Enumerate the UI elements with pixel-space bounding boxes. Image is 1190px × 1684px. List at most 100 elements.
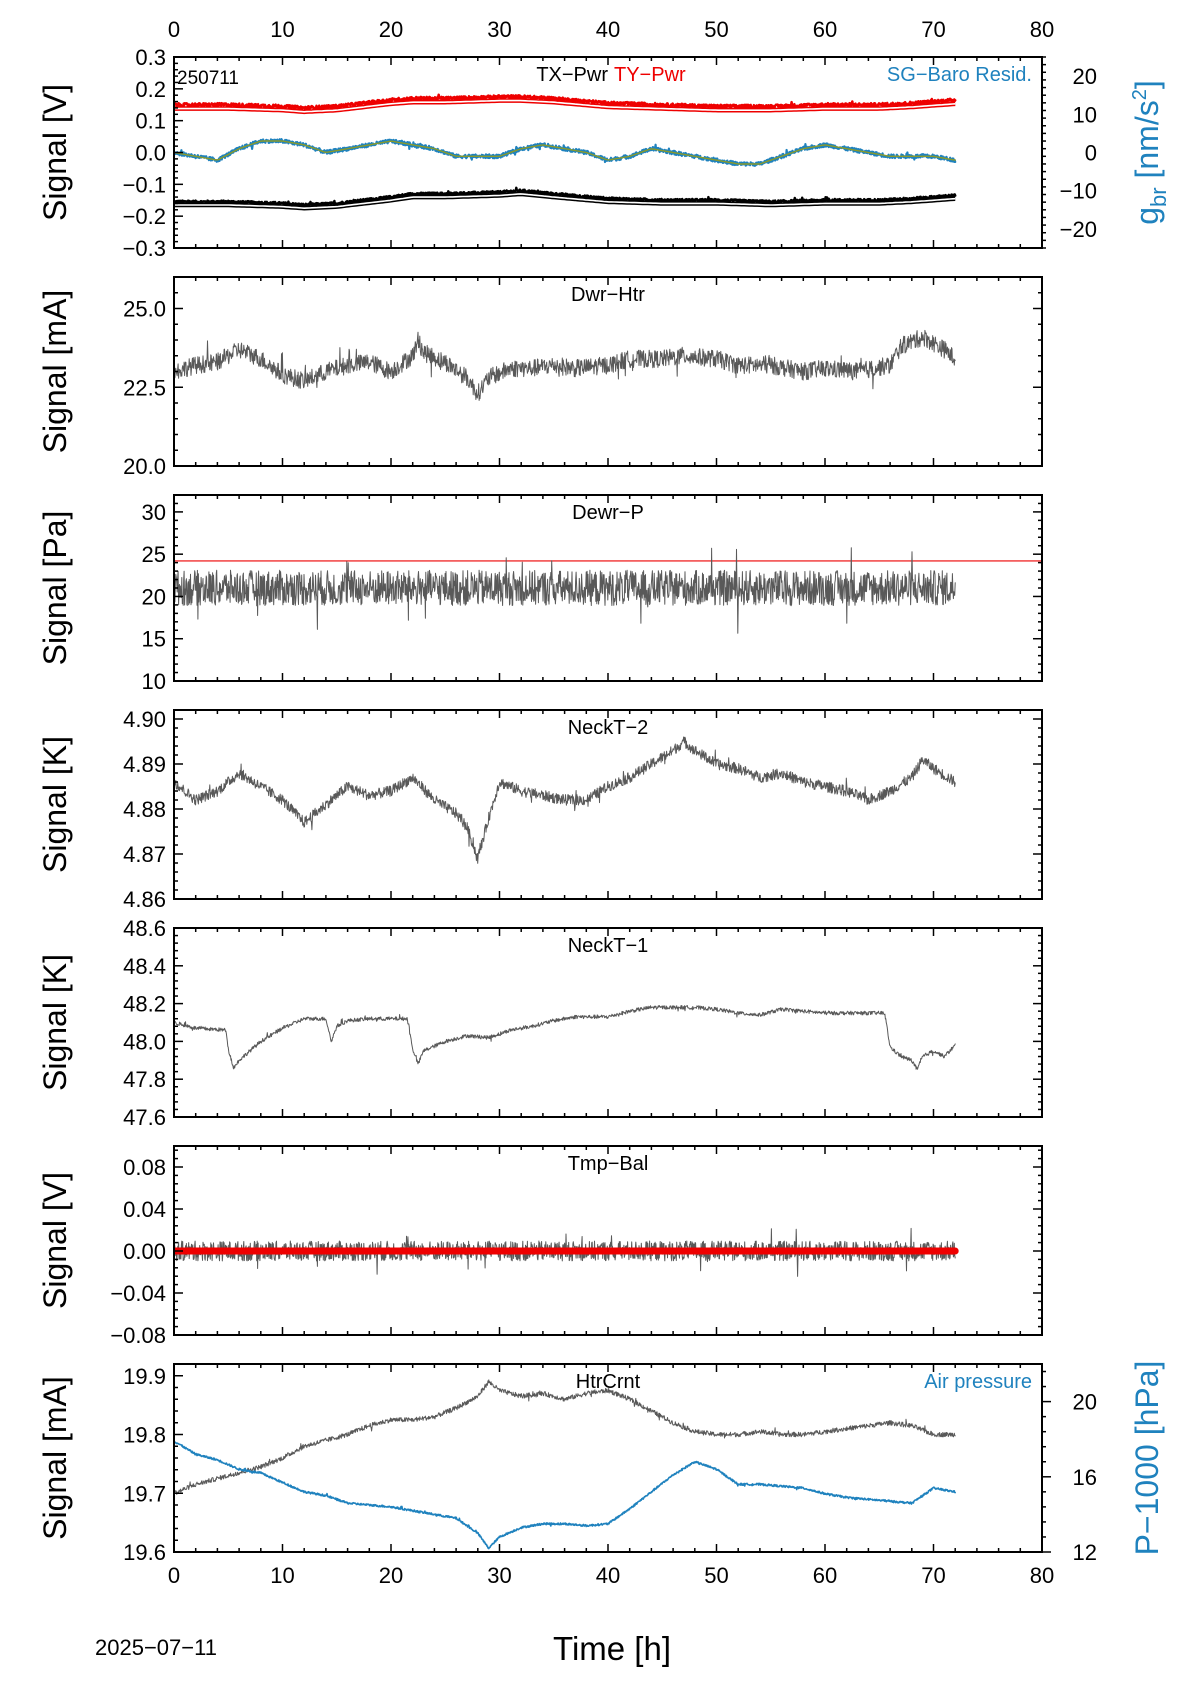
y-tick-label: 48.6 (123, 916, 166, 941)
figure-id-label: 250711 (177, 68, 239, 89)
y-tick-label: 0.2 (135, 77, 166, 102)
top-x-tick-label: 40 (596, 17, 620, 42)
y-tick-label: 0.1 (135, 109, 166, 134)
top-x-tick-label: 70 (921, 17, 945, 42)
y-axis-label: Signal [mA] (37, 1376, 73, 1540)
bottom-x-tick-label: 10 (270, 1563, 294, 1588)
panel-title: TX−Pwr (536, 64, 608, 86)
top-x-tick-label: 0 (168, 17, 180, 42)
top-x-tick-label: 80 (1030, 17, 1054, 42)
bottom-x-tick-label: 0 (168, 1563, 180, 1588)
series-line-sg_model (174, 140, 956, 165)
y-tick-label: 0.04 (123, 1197, 166, 1222)
y-tick-label: 47.8 (123, 1067, 166, 1092)
right-y-tick-label: 10 (1073, 102, 1097, 127)
plot-area (174, 547, 1042, 634)
y-axis-label: Signal [Pa] (37, 511, 73, 666)
y-axis-label: Signal [K] (37, 736, 73, 873)
top-x-tick-label: 30 (487, 17, 511, 42)
plot-area (174, 736, 956, 864)
y-tick-label: 48.2 (123, 992, 166, 1017)
panel-2: 20.0 22.5 25.0 Signal [mA] Dwr−Htr (37, 276, 1043, 479)
y-axis-label: Signal [V] (37, 84, 73, 221)
y-tick-label: 4.90 (123, 707, 166, 732)
series-line-main (174, 1005, 956, 1070)
right-legend-label: Air pressure (924, 1371, 1032, 1393)
y-axis-label: Signal [mA] (37, 290, 73, 454)
top-x-axis: 0 10 20 30 40 50 60 70 80 (168, 17, 1054, 42)
y-tick-label: −0.1 (123, 172, 166, 197)
plot-area (174, 329, 956, 401)
panel-7: 19.6 19.7 19.8 19.9 Signal [mA] HtrCrnt Air pr… (37, 1361, 1165, 1565)
top-x-tick-label: 20 (379, 17, 403, 42)
y-tick-label: 25.0 (123, 297, 166, 322)
right-y-tick-label: −20 (1060, 217, 1097, 242)
series-line-tx (174, 186, 957, 208)
panel-4: 4.86 4.87 4.88 4.89 4.90 Signal [K] NeckT−2 (37, 707, 1043, 912)
y-tick-label: 0.3 (135, 45, 166, 70)
top-x-tick-label: 60 (813, 17, 837, 42)
y-tick-label: 0.0 (135, 141, 166, 166)
right-y-axis-label: gbr [nm/s2] (1129, 80, 1171, 225)
y-tick-label: 19.7 (123, 1481, 166, 1506)
y-tick-label: 19.9 (123, 1364, 166, 1389)
panel-title: Dwr−Htr (571, 284, 645, 306)
series-line-ty_model (174, 99, 956, 113)
y-tick-label: 0.08 (123, 1155, 166, 1180)
panels-container: −0.3 −0.2 −0.1 0.0 0.1 0.2 0.3 Signal [V] TX−Pwr… (37, 45, 1171, 1565)
bottom-x-tick-label: 70 (921, 1563, 945, 1588)
y-tick-label: 19.8 (123, 1423, 166, 1448)
series-line-ty (174, 93, 957, 111)
y-tick-label: 0.00 (123, 1239, 166, 1264)
y-tick-label: 4.88 (123, 797, 166, 822)
panel-3: 10 15 20 25 30 Signal [Pa] Dewr−P (37, 494, 1043, 694)
top-x-tick-label: 50 (704, 17, 728, 42)
panel-title-secondary: TY−Pwr (614, 64, 686, 86)
right-y-tick-label: 0 (1085, 141, 1097, 166)
panel-title: HtrCrnt (576, 1371, 641, 1393)
panel-title: NeckT−2 (568, 717, 649, 739)
bottom-x-tick-label: 30 (487, 1563, 511, 1588)
y-tick-label: −0.3 (123, 236, 166, 261)
bottom-x-tick-label: 80 (1030, 1563, 1054, 1588)
y-tick-label: 48.4 (123, 954, 166, 979)
y-tick-label: 10 (142, 669, 166, 694)
series-line-air (174, 1440, 957, 1550)
y-tick-label: −0.04 (110, 1281, 166, 1306)
top-x-tick-label: 10 (270, 17, 294, 42)
panel-title: Dewr−P (572, 502, 644, 524)
plot-area (174, 1379, 957, 1550)
y-tick-label: 25 (142, 542, 166, 567)
y-tick-label: 15 (142, 627, 166, 652)
panel-1: −0.3 −0.2 −0.1 0.0 0.1 0.2 0.3 Signal [V] TX−Pwr… (37, 45, 1171, 261)
right-y-tick-label: 20 (1073, 1390, 1097, 1415)
series-line-main (174, 329, 956, 401)
series-line-main (174, 1379, 956, 1496)
y-tick-label: −0.2 (123, 204, 166, 229)
plot-area (174, 1005, 956, 1070)
y-tick-label: −0.08 (110, 1323, 166, 1348)
y-tick-label: 20.0 (123, 454, 166, 479)
y-tick-label: 30 (142, 500, 166, 525)
right-y-axis-label: P−1000 [hPa] (1129, 1361, 1165, 1556)
bottom-x-tick-label: 60 (813, 1563, 837, 1588)
panel-title: NeckT−1 (568, 935, 649, 957)
y-tick-label: 4.89 (123, 752, 166, 777)
plot-area (174, 93, 957, 211)
right-y-tick-label: 16 (1073, 1465, 1097, 1490)
bottom-x-tick-label: 50 (704, 1563, 728, 1588)
y-tick-label: 4.86 (123, 887, 166, 912)
y-tick-label: 4.87 (123, 842, 166, 867)
y-tick-label: 48.0 (123, 1029, 166, 1054)
series-line-tx_model (174, 193, 956, 209)
panel-5: 47.6 47.8 48.0 48.2 48.4 48.6 Signal [K] NeckT−… (37, 916, 1043, 1130)
right-y-tick-label: 12 (1073, 1540, 1097, 1565)
y-tick-label: 22.5 (123, 375, 166, 400)
bottom-x-axis: 0 10 20 30 40 50 60 70 80 (168, 1563, 1054, 1588)
panel-title: Tmp−Bal (568, 1153, 649, 1175)
series-line-main (174, 547, 956, 634)
y-tick-label: 20 (142, 584, 166, 609)
right-y-tick-label: 20 (1073, 64, 1097, 89)
plot-area (174, 1227, 959, 1277)
